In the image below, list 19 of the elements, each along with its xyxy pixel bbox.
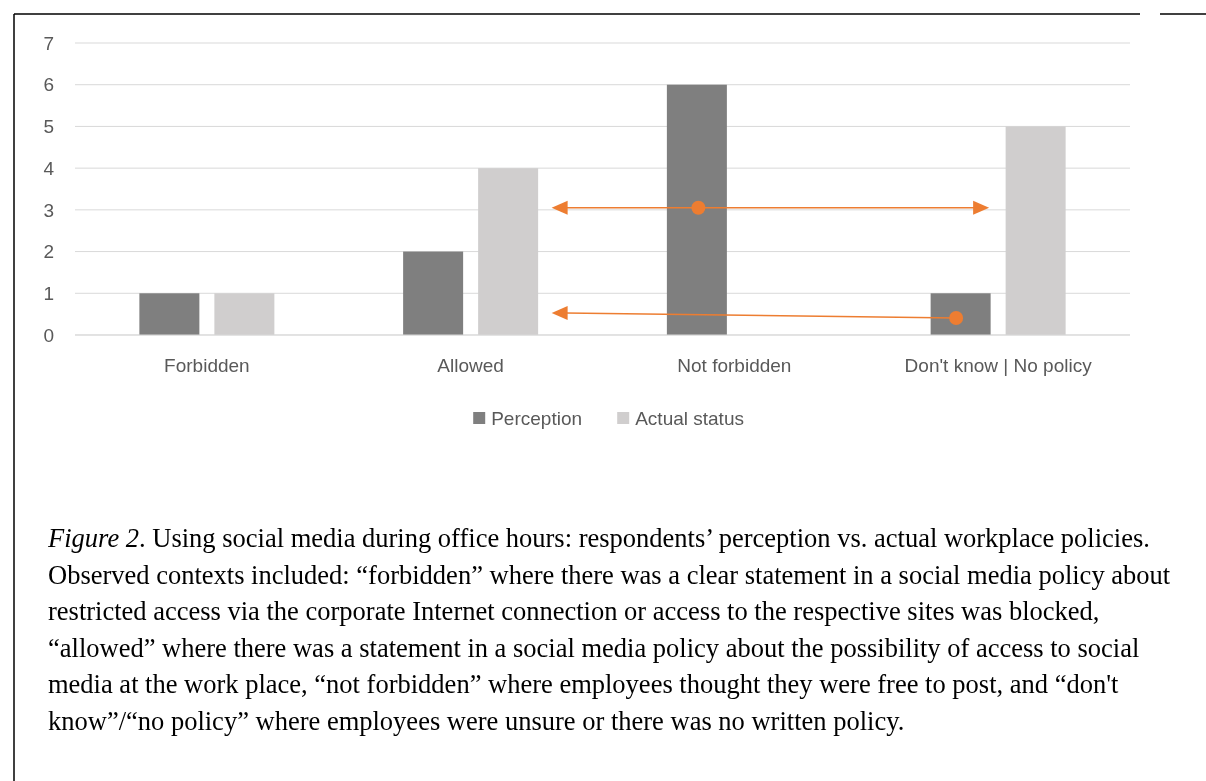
y-tick-label: 3 <box>43 199 54 221</box>
bar <box>139 293 200 335</box>
y-tick-label: 6 <box>43 74 54 96</box>
y-tick-label: 2 <box>43 241 54 263</box>
x-tick-label: Not forbidden <box>677 355 792 376</box>
x-tick-label: Don't know | No policy <box>904 355 1093 376</box>
bar <box>666 84 727 335</box>
legend-label: Actual status <box>635 407 744 429</box>
x-tick-label: Allowed <box>437 355 504 376</box>
y-tick-label: 0 <box>43 324 54 346</box>
x-tick-label: Forbidden <box>164 355 250 376</box>
y-tick-label: 1 <box>43 282 54 304</box>
bar <box>930 293 991 335</box>
caption: Figure 2. Using social media during office hours: respondents’ perception vs. actual workplace policies. Observed contexts included: “forbidden” where there was a clear statement in a social media policy about restricted access via the corporate Internet connection or access to the respective sites was blocked, “allowed” where there was a statement in a social media policy about the possibility of access to social media at the work place, “not forbidden” where employees thought they were free to post, and “don't know”/“no policy” where employees were unsure or there was no written policy. <box>48 522 1172 738</box>
y-tick-label: 5 <box>43 116 54 138</box>
legend-label: Perception <box>491 407 583 429</box>
y-tick-label: 7 <box>43 32 54 54</box>
bar <box>403 251 464 335</box>
y-tick-label: 4 <box>43 157 55 179</box>
